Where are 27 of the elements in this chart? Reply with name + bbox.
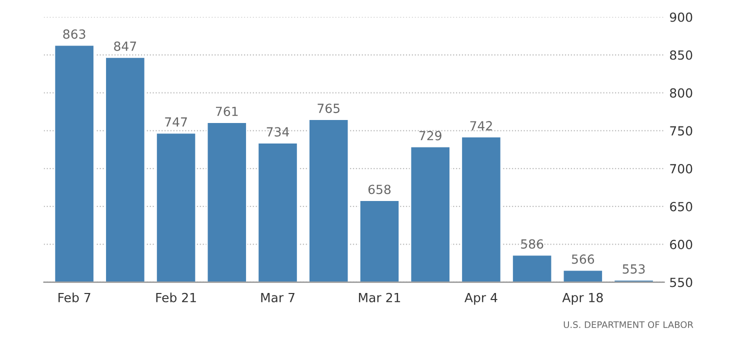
y-tick-label: 650 [670,202,692,212]
x-tick-label: Mar 7 [261,293,294,302]
y-tick-label: 750 [670,126,692,136]
data-label: 729 [419,130,442,140]
x-tick-label: Apr 4 [464,293,498,305]
data-label: 765 [318,104,340,114]
data-label: 658 [368,184,391,194]
data-label: 761 [216,106,238,116]
x-tick-label: Feb 21 [156,292,196,302]
data-label: 553 [622,264,645,274]
y-tick-label: 600 [670,240,692,250]
data-label: 566 [572,254,594,264]
data-label: 734 [266,127,289,137]
y-tick-label: 700 [670,164,692,174]
data-label: 586 [521,239,544,249]
x-tick-label: Mar 21 [358,292,400,302]
data-label: 747 [165,117,187,127]
text: U.S. DEPARTMENT OF LABOR [564,321,694,328]
data-label: 742 [470,121,492,130]
x-tick-label: Feb 7 [58,292,90,302]
y-tick-label: 550 [670,278,692,288]
data-label: 847 [114,41,136,51]
y-tick-label: 850 [670,50,692,60]
y-tick-label: 800 [670,88,692,98]
y-tick-label: 900 [670,12,692,22]
x-tick-label: Apr 18 [562,292,603,305]
data-label: 863 [63,29,86,39]
